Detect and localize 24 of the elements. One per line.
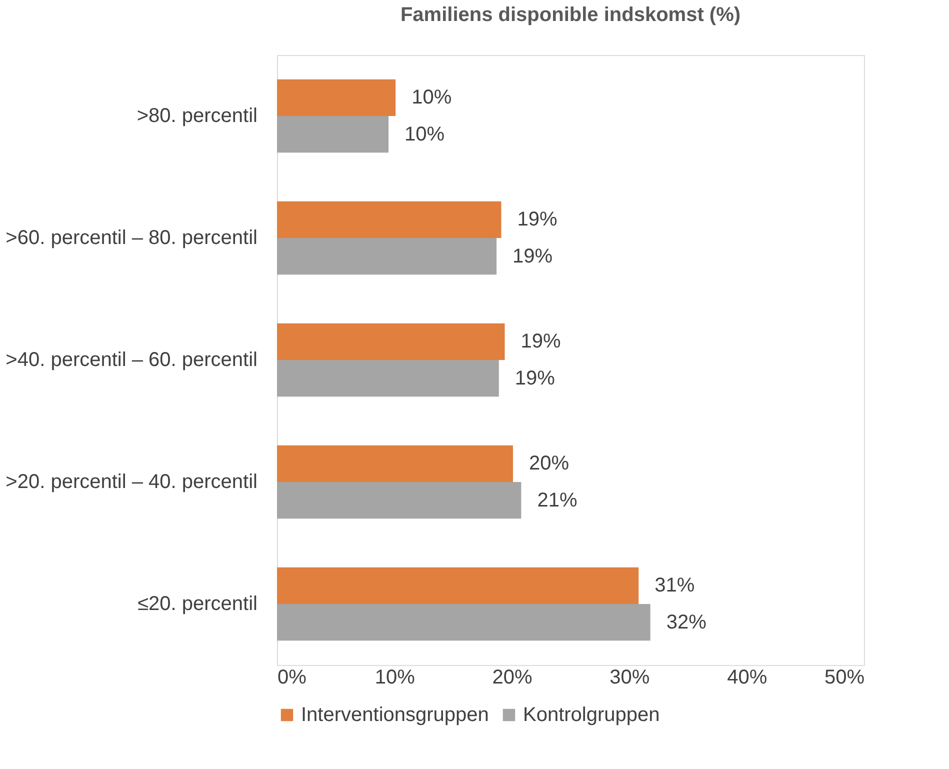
data-label: 19%: [512, 245, 553, 268]
data-label: 19%: [520, 330, 561, 353]
y-tick-label: >60. percentil – 80. percentil: [6, 227, 258, 249]
y-tick-label: >80. percentil: [136, 105, 258, 127]
data-label: 21%: [537, 489, 578, 512]
y-tick-label: >40. percentil – 60. percentil: [6, 349, 258, 371]
data-label: 10%: [412, 86, 452, 109]
x-tick-label: 40%: [727, 666, 768, 688]
legend-label: Kontrolgruppen: [523, 704, 660, 726]
x-tick-label: 10%: [374, 666, 416, 688]
data-label: 31%: [654, 574, 695, 597]
data-label: 32%: [666, 611, 707, 634]
x-tick-label: 50%: [824, 666, 865, 688]
y-tick-label: ≤20. percentil: [138, 593, 258, 615]
data-label: 20%: [528, 452, 570, 475]
data-label: 19%: [514, 367, 556, 390]
legend-label: Interventionsgruppen: [301, 704, 489, 726]
x-tick-label: 30%: [610, 666, 650, 688]
y-tick-label: >20. percentil – 40. percentil: [6, 471, 258, 493]
data-label: 10%: [404, 123, 445, 146]
x-tick-label: 0%: [278, 666, 307, 688]
data-label: 19%: [517, 208, 558, 231]
chart-title: Familiens disponible indskomst (%): [400, 4, 741, 26]
x-tick-label: 20%: [492, 666, 533, 688]
